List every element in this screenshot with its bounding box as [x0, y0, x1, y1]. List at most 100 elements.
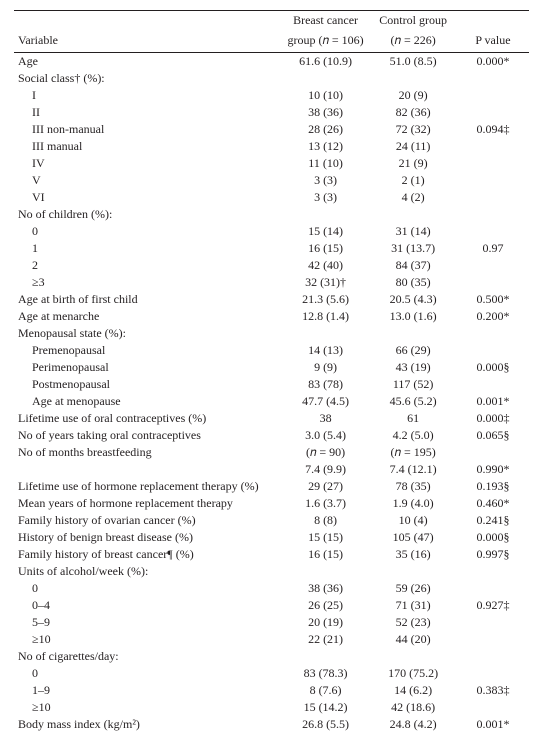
cell-p: 0.927‡ [457, 597, 529, 614]
table-row: History of benign breast disease (%)15 (… [14, 529, 529, 546]
cell-bc: 3 (3) [282, 189, 370, 206]
cell-var: Postmenopausal [14, 376, 282, 393]
table-row: No of cigarettes/day: [14, 648, 529, 665]
cell-p: 0.000§ [457, 529, 529, 546]
cell-var: 0 [14, 580, 282, 597]
cell-var: III non-manual [14, 121, 282, 138]
table-row: 5–920 (19)52 (23) [14, 614, 529, 631]
table-row: II38 (36)82 (36) [14, 104, 529, 121]
cell-bc: 83 (78.3) [282, 665, 370, 682]
cell-bc: 83 (78) [282, 376, 370, 393]
table-row: 7.4 (9.9)7.4 (12.1)0.990* [14, 461, 529, 478]
cell-ctl: 71 (31) [369, 597, 457, 614]
cell-p: 0.000§ [457, 359, 529, 376]
cell-p: 0.460* [457, 495, 529, 512]
cell-bc: 15 (14.2) [282, 699, 370, 716]
cell-ctl: 2 (1) [369, 172, 457, 189]
table-row: Lifetime use of oral contraceptives (%)3… [14, 410, 529, 427]
table-row: Premenopausal14 (13)66 (29) [14, 342, 529, 359]
cell-ctl: 14 (6.2) [369, 682, 457, 699]
cell-ctl: 105 (47) [369, 529, 457, 546]
cell-ctl: 4.2 (5.0) [369, 427, 457, 444]
cell-var: Age at menopause [14, 393, 282, 410]
cell-var: Mean years of hormone replacement therap… [14, 495, 282, 512]
cell-var [14, 461, 282, 478]
cell-var: Premenopausal [14, 342, 282, 359]
table-row: III manual13 (12)24 (11) [14, 138, 529, 155]
cell-var: Age at birth of first child [14, 291, 282, 308]
col-ctl-l1: Control group [369, 11, 457, 31]
col-ctl-l2: (𝑛 = 226) [369, 31, 457, 51]
table-row: No of months breastfeeding(𝑛 = 90)(𝑛 = 1… [14, 444, 529, 461]
cell-var: Age at menarche [14, 308, 282, 325]
table-row: 038 (36)59 (26) [14, 580, 529, 597]
cell-var: 2 [14, 257, 282, 274]
cell-p: 0.97 [457, 240, 529, 257]
cell-bc: 13 (12) [282, 138, 370, 155]
cell-ctl: 10 (4) [369, 512, 457, 529]
cell-ctl: 1.9 (4.0) [369, 495, 457, 512]
cell-ctl: 20 (9) [369, 87, 457, 104]
cell-var: I [14, 87, 282, 104]
cell-ctl: 43 (19) [369, 359, 457, 376]
cell-var: II [14, 104, 282, 121]
cell-bc: 11 (10) [282, 155, 370, 172]
cell-var: Family history of ovarian cancer (%) [14, 512, 282, 529]
cell-bc: 10 (10) [282, 87, 370, 104]
cell-p: 0.094‡ [457, 121, 529, 138]
cell-ctl: 7.4 (12.1) [369, 461, 457, 478]
table-row: ≥332 (31)†80 (35) [14, 274, 529, 291]
cell-var: Lifetime use of oral contraceptives (%) [14, 410, 282, 427]
table-row: Menopausal state (%): [14, 325, 529, 342]
cell-var: V [14, 172, 282, 189]
cell-ctl: 78 (35) [369, 478, 457, 495]
table-row: ≥1015 (14.2)42 (18.6) [14, 699, 529, 716]
cell-p: 0.990* [457, 461, 529, 478]
cell-var: Family history of breast cancer¶ (%) [14, 546, 282, 563]
cell-p: 0.193§ [457, 478, 529, 495]
cell-p: 0.997§ [457, 546, 529, 563]
table-row: Body mass index (kg/m²)26.8 (5.5)24.8 (4… [14, 716, 529, 733]
cell-bc: 8 (8) [282, 512, 370, 529]
cell-var: 1 [14, 240, 282, 257]
cell-ctl: 52 (23) [369, 614, 457, 631]
cell-var: No of cigarettes/day: [14, 648, 282, 665]
cell-bc: 29 (27) [282, 478, 370, 495]
cell-ctl: 80 (35) [369, 274, 457, 291]
cell-ctl: 21 (9) [369, 155, 457, 172]
table-row: ≥1022 (21)44 (20) [14, 631, 529, 648]
table-row: Social class† (%): [14, 70, 529, 87]
cell-bc: 15 (15) [282, 529, 370, 546]
col-variable: Variable [14, 11, 282, 52]
cell-ctl: 44 (20) [369, 631, 457, 648]
cell-bc: 61.6 (10.9) [282, 53, 370, 70]
cell-ctl: 4 (2) [369, 189, 457, 206]
cell-bc: 3.0 (5.4) [282, 427, 370, 444]
table-row: Perimenopausal9 (9)43 (19)0.000§ [14, 359, 529, 376]
cell-bc: 12.8 (1.4) [282, 308, 370, 325]
table-row: Age at birth of first child21.3 (5.6)20.… [14, 291, 529, 308]
cell-var: Perimenopausal [14, 359, 282, 376]
table-row: Family history of ovarian cancer (%)8 (8… [14, 512, 529, 529]
cell-ctl: 13.0 (1.6) [369, 308, 457, 325]
cell-bc: 7.4 (9.9) [282, 461, 370, 478]
cell-var: III manual [14, 138, 282, 155]
col-bc-l2: group (𝑛 = 106) [282, 31, 370, 51]
cell-p: 0.065§ [457, 427, 529, 444]
cell-var: ≥10 [14, 699, 282, 716]
table-row: 083 (78.3)170 (75.2) [14, 665, 529, 682]
table-row: III non-manual28 (26)72 (32)0.094‡ [14, 121, 529, 138]
table-row: Age at menopause47.7 (4.5)45.6 (5.2)0.00… [14, 393, 529, 410]
cell-var: ≥3 [14, 274, 282, 291]
cell-bc: 21.3 (5.6) [282, 291, 370, 308]
table-row: I10 (10)20 (9) [14, 87, 529, 104]
table-row: Lifetime use of hormone replacement ther… [14, 478, 529, 495]
cell-p: 0.500* [457, 291, 529, 308]
cell-bc: 8 (7.6) [282, 682, 370, 699]
cell-var: Units of alcohol/week (%): [14, 563, 282, 580]
cell-p: 0.000‡ [457, 410, 529, 427]
cell-ctl: 117 (52) [369, 376, 457, 393]
table-row: Family history of breast cancer¶ (%)16 (… [14, 546, 529, 563]
cell-var: No of years taking oral contraceptives [14, 427, 282, 444]
cell-ctl: 31 (13.7) [369, 240, 457, 257]
